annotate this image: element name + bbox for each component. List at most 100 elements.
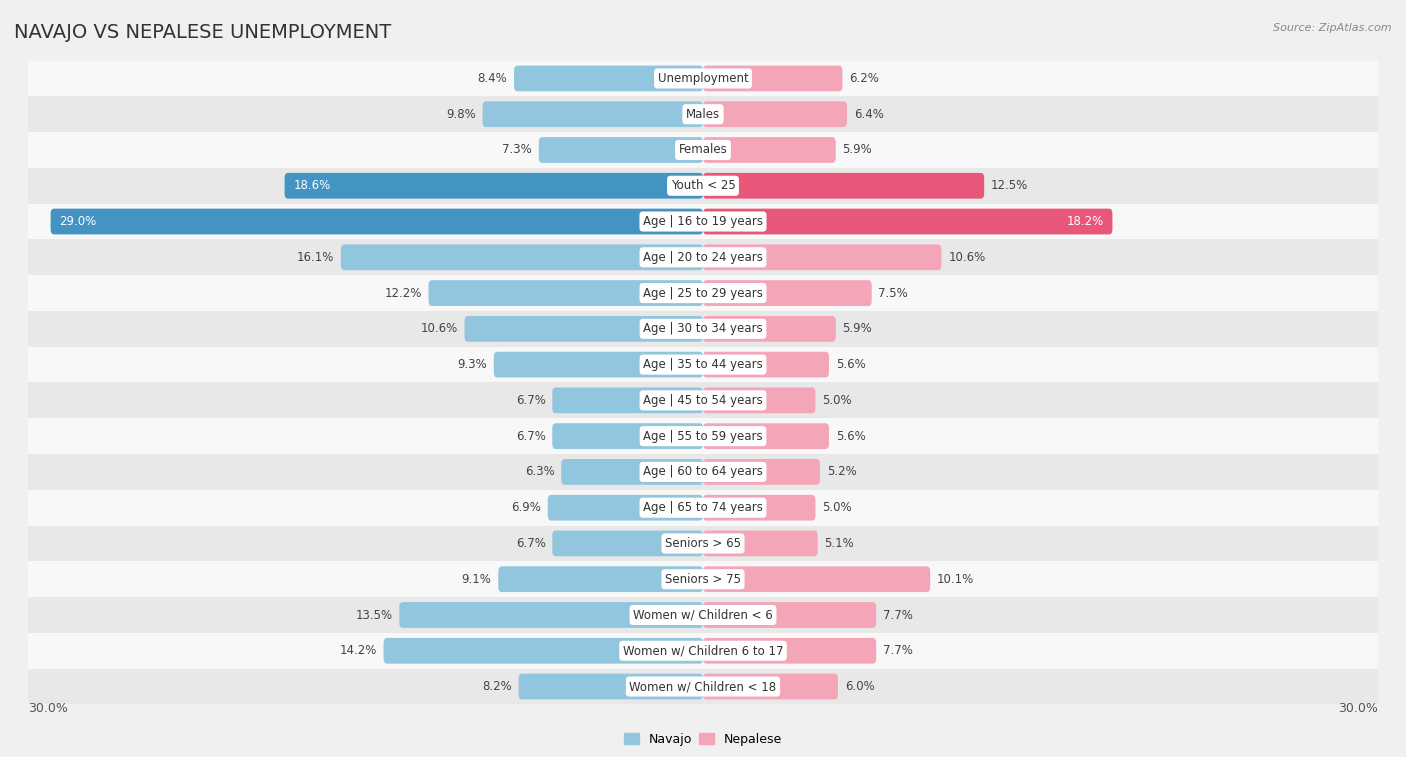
Text: Seniors > 65: Seniors > 65: [665, 537, 741, 550]
Bar: [28, 454, 1378, 490]
Text: 9.3%: 9.3%: [457, 358, 486, 371]
Text: 30.0%: 30.0%: [1339, 702, 1378, 715]
Bar: [28, 382, 1378, 419]
Bar: [28, 525, 1378, 562]
FancyBboxPatch shape: [429, 280, 703, 306]
Text: Women w/ Children < 6: Women w/ Children < 6: [633, 609, 773, 621]
Text: 5.9%: 5.9%: [842, 144, 872, 157]
FancyBboxPatch shape: [703, 352, 830, 378]
FancyBboxPatch shape: [703, 66, 842, 92]
Text: 7.7%: 7.7%: [883, 609, 912, 621]
FancyBboxPatch shape: [51, 209, 703, 235]
Text: 6.0%: 6.0%: [845, 680, 875, 693]
FancyBboxPatch shape: [515, 66, 703, 92]
Text: 6.3%: 6.3%: [524, 466, 554, 478]
FancyBboxPatch shape: [553, 423, 703, 449]
Bar: [28, 239, 1378, 276]
Bar: [28, 61, 1378, 96]
Text: Age | 65 to 74 years: Age | 65 to 74 years: [643, 501, 763, 514]
Legend: Navajo, Nepalese: Navajo, Nepalese: [619, 728, 787, 751]
Text: Age | 35 to 44 years: Age | 35 to 44 years: [643, 358, 763, 371]
Text: Unemployment: Unemployment: [658, 72, 748, 85]
Bar: [28, 597, 1378, 633]
Text: 9.1%: 9.1%: [461, 573, 492, 586]
Text: Age | 20 to 24 years: Age | 20 to 24 years: [643, 251, 763, 263]
Text: 29.0%: 29.0%: [59, 215, 97, 228]
Text: Age | 60 to 64 years: Age | 60 to 64 years: [643, 466, 763, 478]
Text: Age | 16 to 19 years: Age | 16 to 19 years: [643, 215, 763, 228]
FancyBboxPatch shape: [548, 495, 703, 521]
FancyBboxPatch shape: [703, 245, 942, 270]
Text: Source: ZipAtlas.com: Source: ZipAtlas.com: [1274, 23, 1392, 33]
Text: Age | 55 to 59 years: Age | 55 to 59 years: [643, 430, 763, 443]
FancyBboxPatch shape: [494, 352, 703, 378]
Text: 6.7%: 6.7%: [516, 430, 546, 443]
Bar: [28, 132, 1378, 168]
Text: 5.2%: 5.2%: [827, 466, 856, 478]
Text: 10.6%: 10.6%: [420, 322, 458, 335]
Text: 16.1%: 16.1%: [297, 251, 335, 263]
Text: 9.8%: 9.8%: [446, 107, 475, 120]
Text: 7.7%: 7.7%: [883, 644, 912, 657]
Text: Age | 30 to 34 years: Age | 30 to 34 years: [643, 322, 763, 335]
Bar: [28, 96, 1378, 132]
FancyBboxPatch shape: [703, 459, 820, 484]
Text: 18.2%: 18.2%: [1066, 215, 1104, 228]
FancyBboxPatch shape: [384, 638, 703, 664]
Bar: [28, 347, 1378, 382]
Text: 10.6%: 10.6%: [948, 251, 986, 263]
FancyBboxPatch shape: [703, 602, 876, 628]
Text: Age | 25 to 29 years: Age | 25 to 29 years: [643, 287, 763, 300]
FancyBboxPatch shape: [553, 531, 703, 556]
Text: 12.5%: 12.5%: [991, 179, 1028, 192]
Text: 7.5%: 7.5%: [879, 287, 908, 300]
FancyBboxPatch shape: [498, 566, 703, 592]
Bar: [28, 168, 1378, 204]
FancyBboxPatch shape: [561, 459, 703, 484]
Text: 6.4%: 6.4%: [853, 107, 883, 120]
Text: Males: Males: [686, 107, 720, 120]
Text: 6.7%: 6.7%: [516, 394, 546, 407]
FancyBboxPatch shape: [703, 137, 835, 163]
Bar: [28, 668, 1378, 705]
Text: 5.9%: 5.9%: [842, 322, 872, 335]
FancyBboxPatch shape: [519, 674, 703, 699]
Text: 10.1%: 10.1%: [936, 573, 974, 586]
Text: 18.6%: 18.6%: [294, 179, 330, 192]
Text: 5.0%: 5.0%: [823, 501, 852, 514]
Bar: [28, 490, 1378, 525]
Text: 14.2%: 14.2%: [339, 644, 377, 657]
FancyBboxPatch shape: [399, 602, 703, 628]
Bar: [28, 311, 1378, 347]
Text: 5.1%: 5.1%: [824, 537, 855, 550]
Bar: [28, 633, 1378, 668]
FancyBboxPatch shape: [703, 638, 876, 664]
Bar: [28, 562, 1378, 597]
Text: 6.9%: 6.9%: [512, 501, 541, 514]
FancyBboxPatch shape: [703, 101, 846, 127]
Bar: [28, 419, 1378, 454]
Text: 7.3%: 7.3%: [502, 144, 531, 157]
FancyBboxPatch shape: [703, 280, 872, 306]
Text: 8.4%: 8.4%: [478, 72, 508, 85]
FancyBboxPatch shape: [703, 423, 830, 449]
Text: Women w/ Children < 18: Women w/ Children < 18: [630, 680, 776, 693]
Text: 12.2%: 12.2%: [384, 287, 422, 300]
Text: 13.5%: 13.5%: [356, 609, 392, 621]
FancyBboxPatch shape: [464, 316, 703, 341]
Text: 5.6%: 5.6%: [835, 358, 866, 371]
Text: Age | 45 to 54 years: Age | 45 to 54 years: [643, 394, 763, 407]
Text: 8.2%: 8.2%: [482, 680, 512, 693]
Text: Females: Females: [679, 144, 727, 157]
FancyBboxPatch shape: [703, 316, 835, 341]
FancyBboxPatch shape: [703, 495, 815, 521]
Text: 6.2%: 6.2%: [849, 72, 879, 85]
Text: 30.0%: 30.0%: [28, 702, 67, 715]
Text: NAVAJO VS NEPALESE UNEMPLOYMENT: NAVAJO VS NEPALESE UNEMPLOYMENT: [14, 23, 391, 42]
FancyBboxPatch shape: [482, 101, 703, 127]
Bar: [28, 276, 1378, 311]
Bar: [28, 204, 1378, 239]
FancyBboxPatch shape: [703, 388, 815, 413]
Text: 6.7%: 6.7%: [516, 537, 546, 550]
FancyBboxPatch shape: [284, 173, 703, 198]
